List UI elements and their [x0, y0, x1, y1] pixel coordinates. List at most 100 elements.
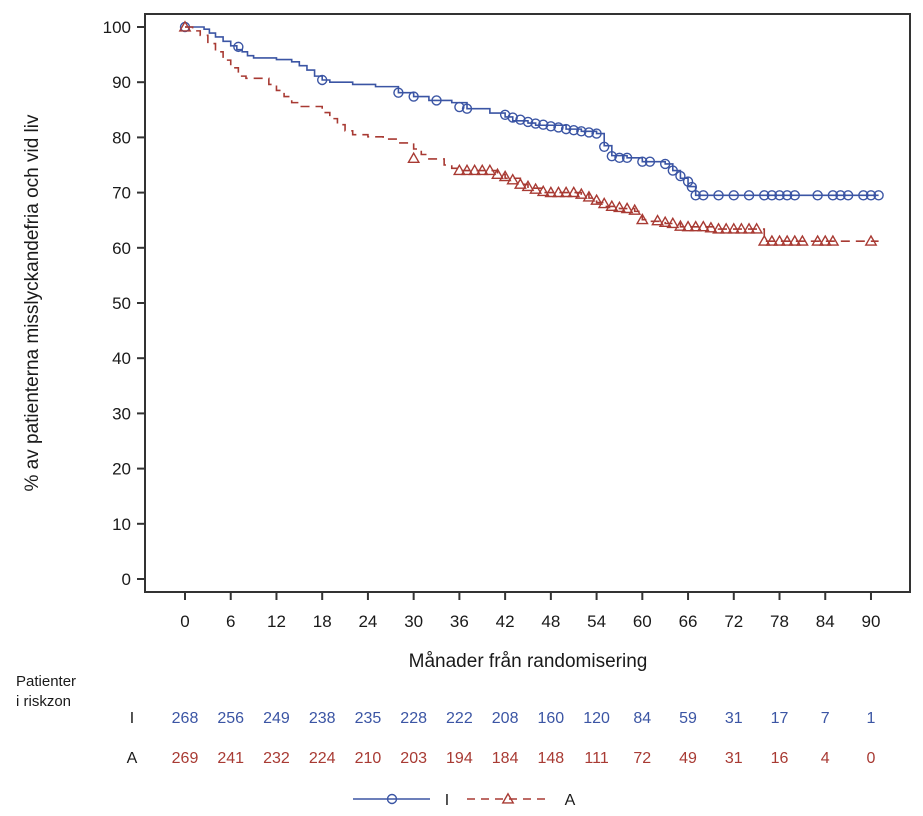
censor-marker: [795, 234, 809, 246]
x-axis: 0 6 12 18 24 30 36 42 48 54 60 66 72 78 84 90: [180, 592, 880, 631]
censor-marker: [873, 190, 884, 201]
risk-value: 203: [400, 750, 427, 767]
risk-value: 111: [584, 750, 608, 767]
y-tick-label: 30: [112, 404, 131, 423]
risk-value: 269: [172, 750, 199, 767]
y-tick-label: 20: [112, 460, 131, 479]
censor-marker: [637, 156, 648, 167]
risk-value: 59: [679, 710, 697, 727]
censor-marker: [788, 234, 802, 246]
legend-label: A: [565, 792, 576, 809]
censor-marker: [431, 95, 442, 106]
censor-marker: [774, 190, 785, 201]
risk-value: 148: [538, 750, 565, 767]
y-tick-label: 100: [103, 18, 131, 37]
censor-marker: [590, 193, 603, 205]
risk-value: 49: [679, 750, 697, 767]
x-tick-label: 48: [541, 612, 560, 631]
x-tick-label: 0: [180, 612, 189, 631]
censor-marker: [827, 190, 839, 201]
risk-value: 31: [725, 710, 743, 727]
x-tick-label: 30: [404, 612, 423, 631]
censor-marker: [750, 222, 764, 234]
series-A: [178, 20, 879, 246]
legend-label: I: [445, 792, 449, 809]
censor-marker: [522, 116, 534, 128]
censor-marker: [597, 197, 611, 209]
risk-value: 160: [538, 710, 565, 727]
censor-marker: [727, 222, 741, 234]
censor-marker: [544, 185, 558, 198]
y-tick-label: 60: [112, 239, 131, 258]
censor-marker: [529, 182, 543, 194]
censor-marker: [719, 222, 733, 234]
censor-marker: [599, 141, 610, 152]
risk-value: 224: [309, 750, 336, 767]
censor-marker: [606, 150, 618, 162]
censor-marker: [765, 234, 779, 246]
censor-marker: [658, 215, 672, 228]
risk-value: 84: [633, 710, 651, 727]
x-tick-label: 54: [587, 612, 606, 631]
y-tick-label: 50: [112, 294, 131, 313]
censor-marker: [591, 128, 602, 139]
y-tick-label: 0: [122, 570, 131, 589]
censor-marker: [659, 158, 671, 170]
censor-marker: [460, 163, 474, 176]
censor-marker: [712, 222, 725, 234]
censor-marker: [690, 190, 701, 201]
censor-marker: [552, 185, 565, 198]
x-tick-label: 18: [313, 612, 332, 631]
censor-marker: [576, 126, 587, 137]
censor-markers-A: [178, 20, 878, 246]
censor-marker: [568, 125, 579, 136]
risk-value: 208: [492, 710, 519, 727]
censor-marker: [789, 190, 800, 201]
series-layer: [178, 20, 884, 246]
risk-value: 241: [217, 750, 244, 767]
risk-value: 222: [446, 710, 473, 727]
risk-value: 184: [492, 750, 519, 767]
risk-row-A: A 269 241 232 224 210 203 194 184 148 111 72 49 31 16 4…: [127, 750, 876, 767]
risk-table-header-line1: Patienter: [16, 673, 76, 690]
censor-marker: [545, 121, 557, 132]
censor-marker: [475, 163, 489, 176]
censor-marker: [696, 220, 710, 232]
censor-marker: [766, 190, 778, 201]
legend-triangle-icon: [501, 792, 515, 804]
censor-marker: [461, 103, 473, 114]
censor-marker: [713, 190, 724, 201]
x-tick-label: 6: [226, 612, 235, 631]
censor-marker: [858, 190, 869, 201]
censor-marker: [811, 234, 825, 246]
censor-marker: [666, 216, 680, 229]
censor-marker: [651, 214, 664, 226]
plot-frame: [144, 13, 911, 593]
censor-marker: [674, 219, 687, 231]
x-tick-label: 36: [450, 612, 469, 631]
x-tick-label: 90: [862, 612, 881, 631]
y-axis: 0 10 20 30 40 50 60 70 80 90 100: [103, 18, 145, 589]
censor-marker: [742, 222, 756, 234]
censor-marker: [759, 190, 770, 201]
censor-marker: [812, 190, 823, 201]
x-tick-label: 24: [358, 612, 377, 631]
censor-marker: [538, 119, 549, 130]
risk-value: 17: [771, 710, 789, 727]
censor-marker: [635, 213, 649, 225]
risk-table-header-line2: i riskzon: [16, 693, 71, 710]
risk-row-label: I: [130, 710, 134, 727]
risk-value: 16: [771, 750, 789, 767]
x-tick-label: 60: [633, 612, 652, 631]
risk-value: 72: [633, 750, 651, 767]
censor-marker: [491, 167, 504, 179]
risk-value: 268: [172, 710, 199, 727]
censor-marker: [483, 163, 497, 176]
censor-marker: [865, 190, 877, 201]
risk-value: 210: [355, 750, 382, 767]
risk-value: 238: [309, 710, 336, 727]
censor-marker: [667, 165, 679, 176]
censor-marker: [407, 151, 421, 163]
